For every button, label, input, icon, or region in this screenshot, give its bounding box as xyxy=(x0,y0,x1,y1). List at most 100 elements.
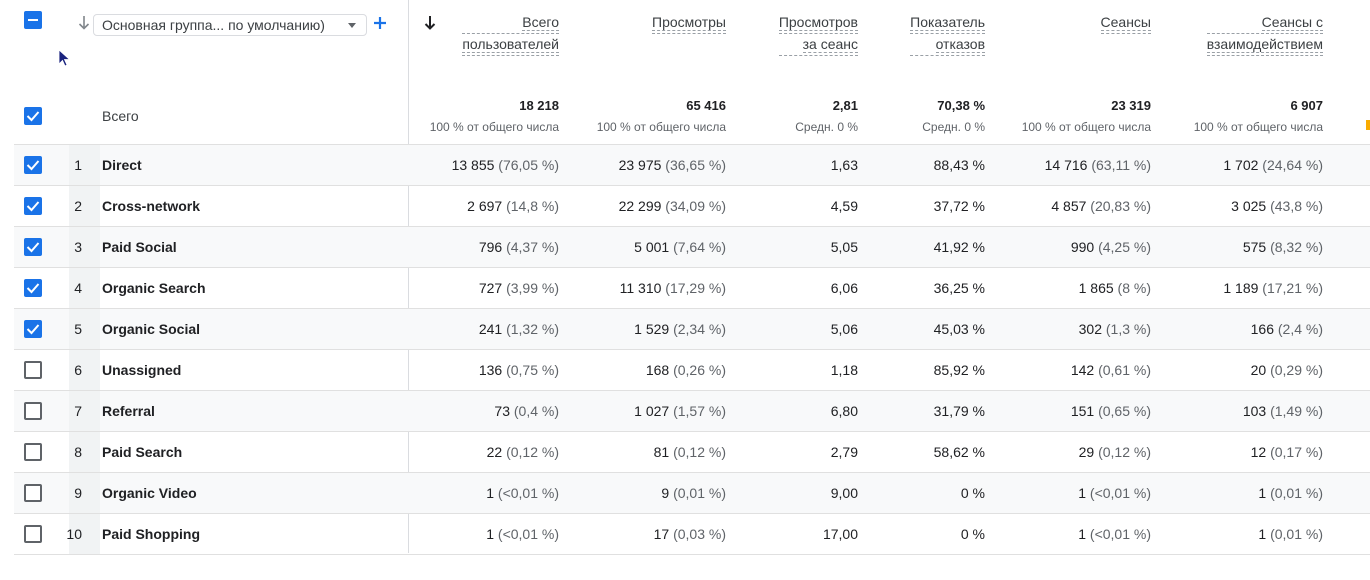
row-checkbox[interactable] xyxy=(24,484,42,502)
metric-percent: (0,01 %) xyxy=(1270,526,1323,542)
total-value: 2,81 xyxy=(832,98,858,113)
metric-percent: (1,57 %) xyxy=(673,403,726,419)
row-label[interactable]: Paid Search xyxy=(102,444,183,460)
row-number-cell xyxy=(69,391,100,432)
metric-percent: (8,32 %) xyxy=(1270,239,1323,255)
add-dimension-plus-icon[interactable] xyxy=(373,16,387,35)
metric-percent: (0,03 %) xyxy=(673,526,726,542)
sort-down-arrow-icon[interactable] xyxy=(77,15,91,36)
metric-value: 1 xyxy=(1258,485,1267,501)
metric-percent: (<0,01 %) xyxy=(497,485,559,501)
table-row[interactable] xyxy=(14,390,1370,432)
metric-cell: 45,03 % xyxy=(934,321,985,337)
column-header-sessions[interactable]: Сеансы xyxy=(1100,12,1151,34)
select-all-checkbox[interactable] xyxy=(24,11,42,29)
metric-value: 4,59 xyxy=(830,198,858,214)
metric-cell: 5 001 (7,64 %) xyxy=(634,239,726,255)
row-checkbox[interactable] xyxy=(24,525,42,543)
table-row[interactable] xyxy=(14,513,1370,555)
metric-percent: (20,83 %) xyxy=(1090,198,1151,214)
metric-cell: 302 (1,3 %) xyxy=(1079,321,1151,337)
metric-percent: (0,4 %) xyxy=(513,403,559,419)
metric-value: 20 xyxy=(1250,362,1267,378)
table-row[interactable] xyxy=(14,472,1370,514)
row-number-cell xyxy=(69,473,100,514)
metric-cell: 9 (0,01 %) xyxy=(661,485,726,501)
metric-value: 6,80 xyxy=(830,403,858,419)
table-row[interactable] xyxy=(14,267,1370,309)
dimension-selector[interactable]: Основная группа... по умолчанию) xyxy=(93,14,367,36)
column-header-total-users[interactable]: Всего пользователей xyxy=(462,12,559,56)
row-label[interactable]: Paid Shopping xyxy=(102,526,200,542)
metric-cell: 14 716 (63,11 %) xyxy=(1045,157,1151,173)
row-checkbox[interactable] xyxy=(24,238,42,256)
metric-cell: 1 (0,01 %) xyxy=(1258,526,1323,542)
chevron-down-icon xyxy=(348,23,356,28)
metric-value: 241 xyxy=(478,321,503,337)
row-checkbox[interactable] xyxy=(24,443,42,461)
row-number: 7 xyxy=(74,403,82,419)
metric-value: 3 025 xyxy=(1231,198,1267,214)
metric-cell: 0 % xyxy=(961,526,985,542)
metric-percent: (0,17 %) xyxy=(1270,444,1323,460)
metric-value: 13 855 xyxy=(451,157,495,173)
row-label[interactable]: Organic Social xyxy=(102,321,201,337)
row-checkbox[interactable] xyxy=(24,361,42,379)
metric-cell: 168 (0,26 %) xyxy=(646,362,726,378)
column-header-views[interactable]: Просмотры xyxy=(652,12,726,34)
metric-cell: 1 529 (2,34 %) xyxy=(634,321,726,337)
row-checkbox[interactable] xyxy=(24,279,42,297)
column-header-line1: Просмотров xyxy=(778,14,858,31)
metric-value: 136 xyxy=(478,362,503,378)
metric-value: 1 xyxy=(1078,485,1087,501)
table-row[interactable] xyxy=(14,308,1370,350)
table-bottom-border xyxy=(14,554,1370,555)
sort-descending-arrow-icon[interactable] xyxy=(423,15,437,36)
metric-percent: (0,29 %) xyxy=(1270,362,1323,378)
metric-value: 12 xyxy=(1250,444,1267,460)
row-label[interactable]: Referral xyxy=(102,403,155,419)
table-row[interactable] xyxy=(14,185,1370,227)
row-checkbox[interactable] xyxy=(24,197,42,215)
metric-percent: (63,11 %) xyxy=(1091,157,1151,173)
totals-checkbox[interactable] xyxy=(24,107,42,125)
row-label[interactable]: Organic Search xyxy=(102,280,206,296)
row-number-cell xyxy=(69,309,100,350)
row-label[interactable]: Unassigned xyxy=(102,362,182,378)
metric-cell: 37,72 % xyxy=(934,198,985,214)
metric-value: 22 299 xyxy=(618,198,662,214)
column-divider xyxy=(408,0,409,553)
row-label[interactable]: Cross-network xyxy=(102,198,201,214)
row-checkbox[interactable] xyxy=(24,156,42,174)
row-number-cell xyxy=(69,186,100,227)
row-label[interactable]: Direct xyxy=(102,157,142,173)
total-value: 6 907 xyxy=(1290,98,1323,113)
metric-cell: 1 189 (17,21 %) xyxy=(1223,280,1323,296)
metric-cell: 12 (0,17 %) xyxy=(1251,444,1323,460)
table-row[interactable] xyxy=(14,349,1370,391)
metric-cell: 1 027 (1,57 %) xyxy=(634,403,726,419)
column-header-bounce-rate[interactable]: Показатель отказов xyxy=(910,12,985,56)
metric-value: 1 xyxy=(486,485,495,501)
metric-percent: (<0,01 %) xyxy=(1089,526,1151,542)
table-row[interactable] xyxy=(14,226,1370,268)
metric-cell: 6,80 xyxy=(831,403,858,419)
metric-value: 5,06 xyxy=(830,321,858,337)
metric-cell: 5,05 xyxy=(831,239,858,255)
column-header-engaged-sessions[interactable]: Сеансы с взаимодействием xyxy=(1206,12,1323,56)
row-label[interactable]: Organic Video xyxy=(102,485,197,501)
row-label[interactable]: Paid Social xyxy=(102,239,177,255)
table-row[interactable] xyxy=(14,144,1370,186)
row-number: 4 xyxy=(74,280,82,296)
metric-cell: 727 (3,99 %) xyxy=(479,280,559,296)
metric-cell: 85,92 % xyxy=(934,362,985,378)
metric-value: 81 xyxy=(653,444,670,460)
table-row[interactable] xyxy=(14,431,1370,473)
metric-cell: 22 (0,12 %) xyxy=(487,444,559,460)
column-header-views-per-session[interactable]: Просмотров за сеанс xyxy=(778,12,858,56)
row-number: 8 xyxy=(74,444,82,460)
row-checkbox[interactable] xyxy=(24,320,42,338)
row-checkbox[interactable] xyxy=(24,402,42,420)
metric-value: 727 xyxy=(478,280,503,296)
metric-value: 1 027 xyxy=(634,403,670,419)
